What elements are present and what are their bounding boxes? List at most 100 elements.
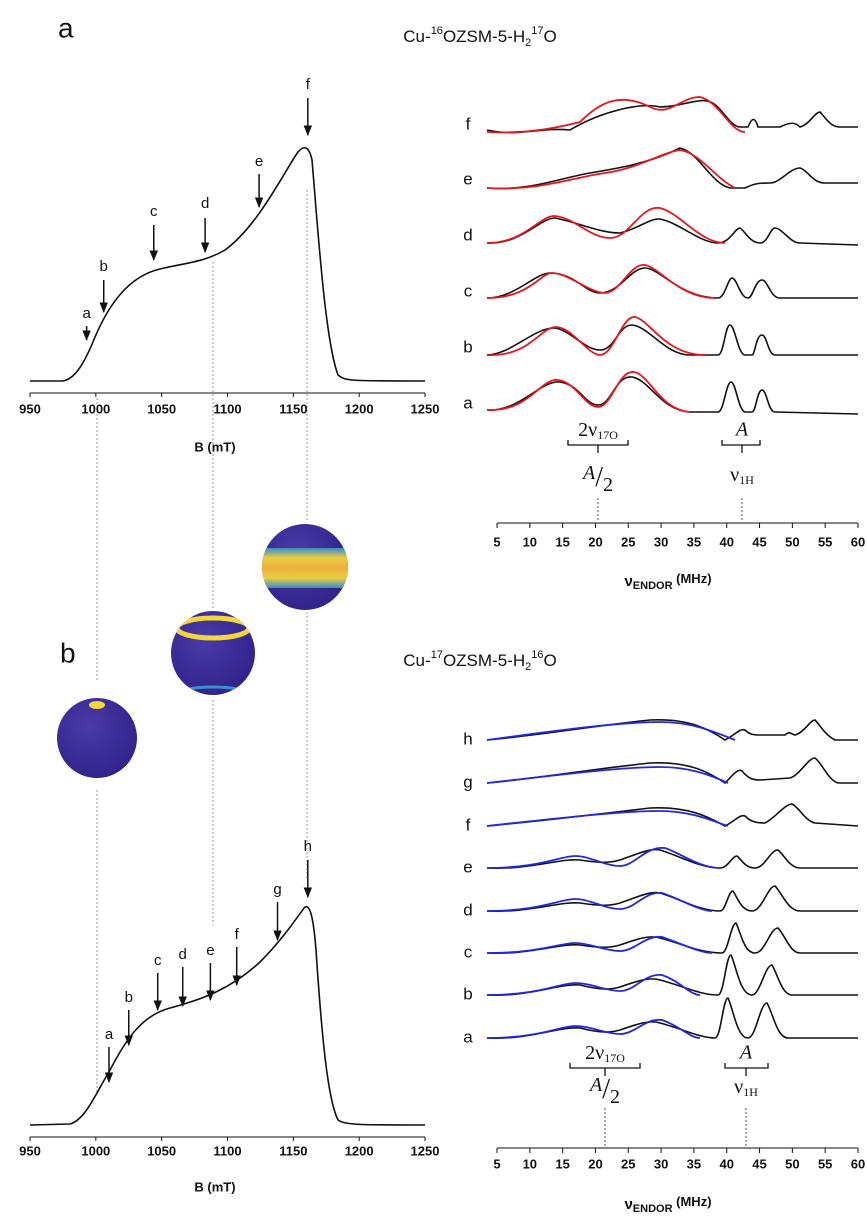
marker-label: d	[179, 946, 187, 963]
annotation: A/2	[581, 462, 613, 496]
trace-label: b	[463, 337, 472, 356]
endor-traces	[486, 997, 858, 1039]
x-axis-title: B (mT)	[194, 439, 235, 454]
x-tick-label: 5	[493, 534, 500, 549]
marker-label: c	[154, 952, 162, 969]
trace-label: f	[466, 114, 471, 133]
epr-spectrum	[30, 146, 426, 382]
x-axis-title: νENDOR (MHz)	[624, 1194, 711, 1214]
x-tick-label: 45	[752, 534, 766, 549]
x-tick-label: 25	[621, 1156, 635, 1171]
bracket	[569, 1063, 641, 1076]
trace-label: d	[463, 225, 472, 244]
x-tick-label: 50	[785, 1156, 799, 1171]
x-tick-label: 60	[851, 1156, 865, 1171]
marker-label: a	[105, 1026, 114, 1043]
x-tick-label: 35	[687, 534, 701, 549]
annotation: A/2	[588, 1074, 620, 1108]
bracket	[724, 1063, 769, 1076]
trace-label: e	[463, 857, 472, 876]
marker-label: a	[82, 305, 91, 322]
bracket	[567, 440, 629, 453]
trace-label: f	[466, 815, 471, 834]
panel-label: b	[60, 637, 76, 668]
x-tick-label: 50	[785, 534, 799, 549]
x-tick-label: 15	[555, 534, 569, 549]
endor-traces	[486, 207, 859, 246]
x-tick-label: 1250	[411, 401, 440, 416]
x-tick-label: 40	[719, 534, 733, 549]
endor-traces	[486, 885, 858, 913]
x-tick-label: 10	[523, 1156, 537, 1171]
endor-traces	[486, 847, 858, 870]
trace-label: a	[463, 1027, 473, 1046]
x-tick-label: 30	[654, 534, 668, 549]
orientation-sphere	[171, 611, 255, 695]
endor-traces	[486, 316, 858, 356]
endor-traces	[486, 147, 858, 190]
x-tick-label: 55	[818, 1156, 832, 1171]
marker-label: e	[255, 153, 263, 170]
x-tick-label: 1000	[81, 1143, 110, 1158]
annotation: ν1H	[734, 1076, 758, 1099]
trace-label: e	[463, 169, 472, 188]
x-tick-label: 15	[555, 1156, 569, 1171]
annotation: A	[734, 419, 749, 441]
x-tick-label: 10	[523, 534, 537, 549]
trace-label: c	[464, 942, 473, 961]
marker-label: g	[273, 881, 281, 898]
x-tick-label: 1100	[213, 1143, 241, 1158]
x-tick-label: 1250	[411, 1143, 440, 1158]
x-tick-label: 45	[752, 1156, 766, 1171]
orientation-sphere	[57, 698, 137, 778]
endor-traces	[486, 954, 858, 996]
x-tick-label: 20	[588, 1156, 602, 1171]
endor-traces	[486, 371, 859, 415]
x-tick-label: 20	[588, 534, 602, 549]
x-tick-label: 60	[851, 534, 865, 549]
marker-label: h	[304, 838, 312, 855]
x-tick-label: 950	[19, 1143, 41, 1158]
x-tick-label: 1150	[279, 401, 307, 416]
marker-label: c	[150, 203, 158, 220]
panel-label: a	[58, 12, 74, 43]
x-axis-title: νENDOR (MHz)	[624, 571, 711, 591]
trace-label: b	[463, 984, 472, 1003]
x-tick-label: 40	[719, 1156, 733, 1171]
marker-label: e	[206, 942, 214, 959]
orientation-sphere	[262, 524, 348, 610]
panel-title: Cu-17OZSM-5-H216O	[403, 649, 556, 673]
bracket	[721, 440, 761, 453]
trace-label: a	[463, 393, 473, 412]
x-tick-label: 1150	[279, 1143, 307, 1158]
x-tick-label: 1050	[147, 401, 176, 416]
x-tick-label: 35	[687, 1156, 701, 1171]
annotation: 2ν17O	[578, 419, 618, 442]
x-tick-label: 30	[654, 1156, 668, 1171]
panel-title: Cu-16OZSM-5-H217O	[403, 25, 556, 49]
trace-label: c	[464, 281, 473, 300]
x-tick-label: 1200	[345, 401, 374, 416]
endor-traces	[486, 803, 859, 827]
endor-traces	[486, 719, 858, 741]
annotation: A	[738, 1042, 753, 1064]
endor-traces	[486, 922, 858, 955]
x-tick-label: 1050	[147, 1143, 176, 1158]
endor-traces	[486, 757, 858, 785]
guide-lines	[96, 190, 308, 1092]
x-tick-label: 5	[493, 1156, 500, 1171]
marker-label: f	[235, 926, 240, 943]
x-tick-label: 1100	[213, 401, 241, 416]
marker-label: b	[125, 989, 133, 1006]
endor-traces	[486, 96, 858, 134]
marker-label: f	[306, 76, 311, 93]
annotation: 2ν17O	[585, 1042, 625, 1065]
x-tick-label: 1000	[81, 401, 110, 416]
marker-label: b	[100, 258, 108, 275]
x-tick-label: 950	[19, 401, 41, 416]
annotation: ν1H	[730, 464, 754, 487]
marker-label: d	[201, 195, 209, 212]
x-tick-label: 1200	[345, 1143, 374, 1158]
trace-label: h	[463, 729, 472, 748]
trace-label: d	[463, 900, 472, 919]
